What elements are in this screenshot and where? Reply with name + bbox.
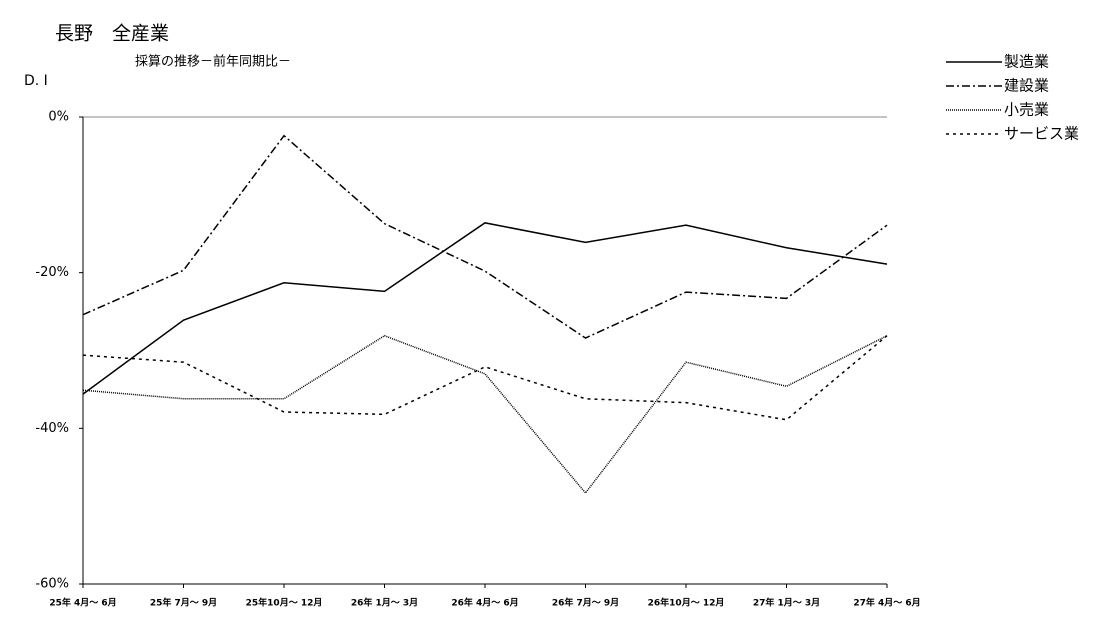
y-tick-label: -20% xyxy=(35,265,69,280)
x-tick-label: 25年 7月～ 9月 xyxy=(150,597,217,609)
x-tick-label: 25年10月～ 12月 xyxy=(246,597,323,609)
legend-label: 小売業 xyxy=(1004,101,1049,119)
x-tick-label: 26年10月～ 12月 xyxy=(648,597,725,609)
chart-title: 長野 全産業 xyxy=(55,23,169,45)
y-tick-label: 0% xyxy=(48,110,69,125)
x-tick-label: 27年 1月～ 3月 xyxy=(753,597,820,609)
legend-label: サービス業 xyxy=(1004,125,1079,143)
y-axis-label: D. I xyxy=(24,73,48,89)
x-tick-label: 26年 7月～ 9月 xyxy=(552,597,619,609)
series-line xyxy=(82,222,888,395)
series-line xyxy=(82,335,888,421)
y-tick-label: -60% xyxy=(35,577,69,592)
series-line xyxy=(82,334,888,495)
x-tick-label: 25年 4月～ 6月 xyxy=(49,597,116,609)
y-tick-label: -40% xyxy=(35,421,69,436)
series-line xyxy=(82,134,888,339)
x-tick-label: 27年 4月～ 6月 xyxy=(853,597,920,609)
legend-label: 製造業 xyxy=(1004,53,1049,71)
chart-subtitle: 採算の推移－前年同期比－ xyxy=(135,54,291,70)
legend-label: 建設業 xyxy=(1004,77,1049,95)
x-tick-label: 26年 4月～ 6月 xyxy=(451,597,518,609)
x-tick-label: 26年 1月～ 3月 xyxy=(351,597,418,609)
